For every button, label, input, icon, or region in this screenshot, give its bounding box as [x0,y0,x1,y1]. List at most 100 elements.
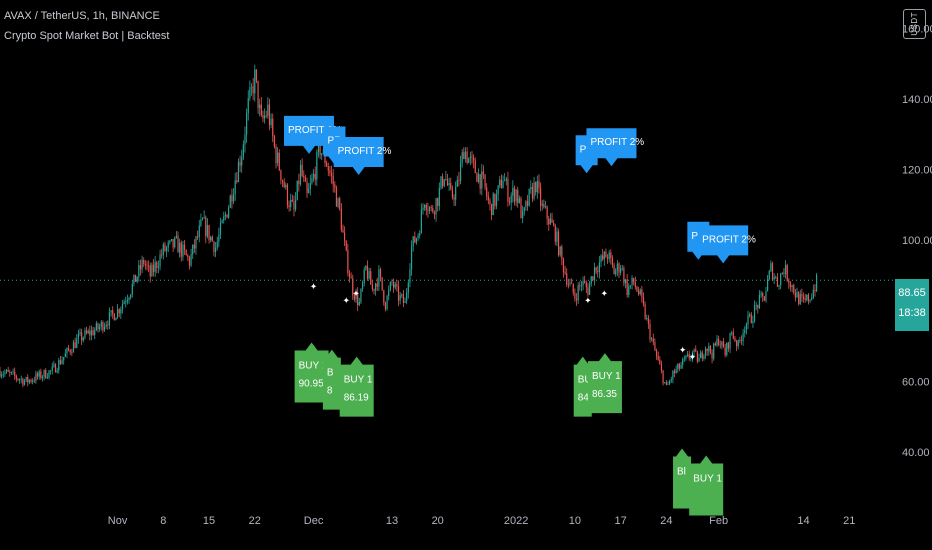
candle-body [752,321,754,324]
candle-body [107,324,109,326]
candle-body [561,246,563,259]
candle-body [631,277,633,286]
candle-body [716,338,718,346]
buy-label-price: 8 [327,386,333,397]
candle-body [67,348,70,351]
candle-body [164,244,166,251]
candle-body [575,298,578,301]
candle-body [296,180,298,200]
candle-body [731,332,733,334]
candle-body [474,160,476,174]
currency-label: USDT [910,12,919,36]
candle-body [473,157,475,161]
candle-body [311,178,313,183]
price-tick-label: 60.00 [902,376,930,388]
candle-body [453,197,455,200]
candle-body [397,286,400,301]
candle-body [639,289,641,295]
candle-body [50,370,52,372]
candle-body [538,181,540,188]
candle-body [85,330,88,334]
candle-body [703,355,705,359]
profit-label: PROFIT 2% [586,128,644,167]
candle-body [729,333,731,349]
candle-body [314,173,316,180]
candle-body [125,301,127,303]
candle-body [492,193,494,216]
candle-body [742,333,744,341]
candle-body [7,369,9,372]
candle-body [203,217,205,219]
bar-countdown: 18:38 [898,307,926,319]
candle-body [615,270,617,275]
candle-body [767,279,769,292]
candle-body [659,359,661,365]
candle-body [420,209,422,234]
candle-body [458,180,460,181]
candle-body [120,309,122,314]
candle-body [701,352,703,359]
candle-body [97,323,99,330]
candle-body [526,201,529,206]
candle-body [394,284,396,288]
candle-body [126,300,128,302]
time-tick-label: Nov [108,515,128,527]
candle-body [536,181,538,193]
candle-body [419,233,421,236]
candle-body [690,357,692,359]
candle-body [530,187,532,189]
candle-body [361,283,364,290]
buy-label: B8 [322,349,341,410]
candle-body [242,144,244,158]
candle-body [391,281,393,283]
candle-body [402,294,405,303]
candle-body [556,231,558,242]
candle-body [133,274,135,284]
candle-body [456,180,458,187]
candle-body [566,273,568,285]
candle-body [765,291,767,301]
candle-body [299,164,302,185]
candle-body [234,180,236,195]
candle-body [513,187,516,202]
candle-body [270,118,272,126]
trade-marker-icon: ✦ [310,283,318,293]
candle-body [768,270,770,280]
candle-body [669,380,671,384]
last-price-value: 88.65 [898,287,926,299]
buy-label-text: BUY 1 [592,371,621,382]
candle-body [802,296,805,299]
profit-label-text: PROFIT 2% [590,137,644,148]
candle-body [131,283,133,295]
time-tick-label: 2022 [504,515,528,527]
candle-body [64,353,66,358]
candle-body [644,304,646,319]
candle-body [335,187,338,207]
candle-body [139,265,142,270]
candle-body [603,251,605,260]
candle-body [32,380,34,382]
candle-body [148,265,150,267]
candle-body [51,366,53,371]
candle-body [804,298,806,300]
candle-body [198,225,200,238]
candle-body [329,170,331,173]
candle-body [424,204,426,208]
candle-body [450,183,452,190]
candle-body [714,343,716,346]
candle-body [182,244,184,257]
buy-label: BUY 1 86.19 [339,356,374,417]
candle-body [20,378,22,380]
candle-body [58,360,60,371]
candle-body [616,263,618,271]
candle-body [548,218,550,225]
candle-body [190,254,192,266]
candle-body [528,188,530,206]
candle-body [432,208,434,213]
candle-body [477,174,480,182]
candle-body [327,166,329,171]
candle-body [628,286,630,295]
currency-button[interactable]: USDT [903,9,926,39]
candle-body [672,370,674,380]
